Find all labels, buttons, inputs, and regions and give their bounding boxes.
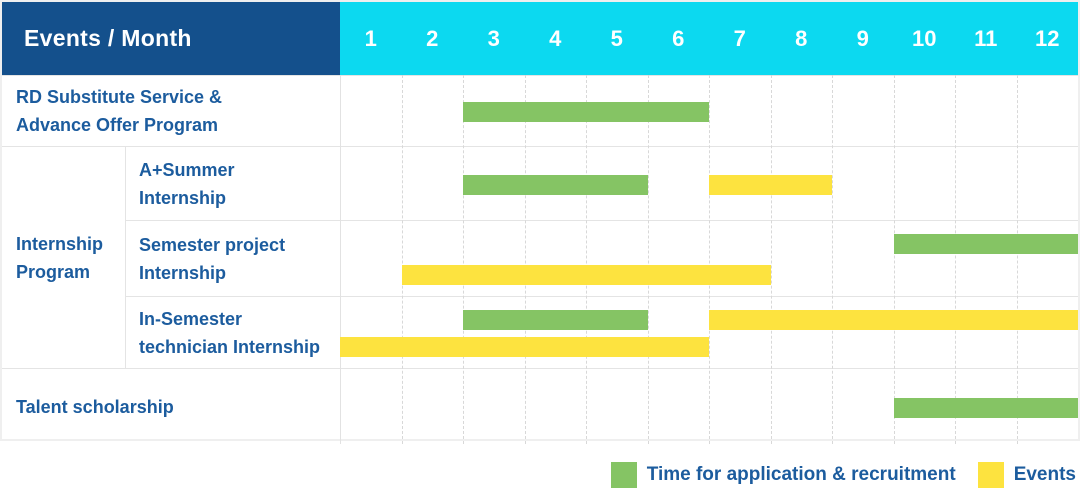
chart-semester-project-internship (340, 221, 1078, 296)
table-header-row: Events / Month 1 2 3 4 5 6 7 8 9 10 11 12 (2, 2, 1078, 75)
chart-a-plus-summer-internship (340, 147, 1078, 220)
row-label-a-plus-summer-internship: A+Summer Internship (126, 147, 340, 220)
group-label-internship-program: Internship Program (2, 147, 126, 368)
gantt-bar-green (463, 310, 648, 330)
gantt-bar-yellow (709, 310, 1078, 330)
month-header-cell: 7 (733, 25, 746, 51)
row-semester-project-internship: Semester project Internship (126, 220, 1078, 296)
legend-item-application-recruitment: Time for application & recruitment (610, 462, 956, 488)
events-month-header-cell: Events / Month (2, 2, 340, 75)
chart-rd-substitute-service (340, 76, 1078, 146)
row-label-semester-project-internship: Semester project Internship (126, 221, 340, 296)
legend-label: Time for application & recruitment (646, 464, 956, 485)
gantt-bar-green (893, 397, 1078, 418)
chart-talent-scholarship (340, 369, 1078, 444)
row-label-line: Internship (139, 187, 227, 208)
row-label-line: Advance Offer Program (16, 115, 219, 135)
month-header-cell: 8 (795, 25, 808, 51)
row-label-line: Internship (139, 262, 227, 283)
month-header-cell: 12 (1035, 25, 1060, 51)
row-label-line: A+Summer (139, 159, 235, 180)
month-header-cell: 4 (549, 25, 562, 51)
month-header-cell: 5 (610, 25, 623, 51)
row-label-line: RD Substitute Service & (16, 87, 223, 107)
gantt-bar-green (463, 174, 648, 195)
gantt-bar-yellow (340, 337, 709, 357)
month-header-row: 1 2 3 4 5 6 7 8 9 10 11 12 (340, 2, 1078, 75)
legend-item-events: Events (977, 462, 1076, 488)
row-label-talent-scholarship: Talent scholarship (2, 369, 340, 444)
legend-label: Events (1013, 464, 1076, 485)
schedule-table: Events / Month 1 2 3 4 5 6 7 8 9 10 11 12 RD Substi… (0, 0, 1080, 444)
group-label-line: Internship (16, 233, 104, 254)
row-in-semester-technician-internship: In-Semester technician Internship (126, 296, 1078, 368)
row-rd-substitute-service: RD Substitute Service & Advance Offer Pr… (2, 75, 1078, 146)
row-a-plus-summer-internship: A+Summer Internship (126, 147, 1078, 220)
month-header-cell: 6 (672, 25, 685, 51)
table-body: RD Substitute Service & Advance Offer Pr… (2, 75, 1078, 444)
row-label-line: technician Internship (139, 336, 321, 357)
chart-in-semester-technician-internship (340, 297, 1078, 368)
legend: Time for application & recruitment Event… (610, 462, 1076, 488)
month-header-cell: 11 (974, 25, 998, 51)
row-label-in-semester-technician-internship: In-Semester technician Internship (126, 297, 340, 368)
month-header-cell: 2 (426, 25, 439, 51)
row-label-line: Semester project (139, 234, 286, 255)
group-internship-program: Internship Program A+Summer Internship S… (2, 146, 1078, 368)
green-swatch-icon (610, 462, 637, 488)
group-rows: A+Summer Internship Semester project Int… (126, 147, 1078, 368)
row-label-line: Talent scholarship (16, 396, 174, 417)
group-label-line: Program (16, 261, 91, 282)
month-header-cell: 10 (912, 25, 937, 51)
month-header-cell: 1 (364, 25, 377, 51)
month-header-cell: 9 (856, 25, 869, 51)
gantt-bar-yellow (401, 265, 771, 285)
gantt-bar-yellow (709, 174, 832, 195)
row-label-line: In-Semester (139, 308, 243, 329)
gantt-bar-green (463, 102, 709, 122)
yellow-swatch-icon (977, 462, 1004, 488)
row-talent-scholarship: Talent scholarship (2, 368, 1078, 444)
gantt-bar-green (893, 234, 1078, 254)
month-header-cell: 3 (487, 25, 500, 51)
row-label-rd-substitute-service: RD Substitute Service & Advance Offer Pr… (2, 76, 340, 146)
